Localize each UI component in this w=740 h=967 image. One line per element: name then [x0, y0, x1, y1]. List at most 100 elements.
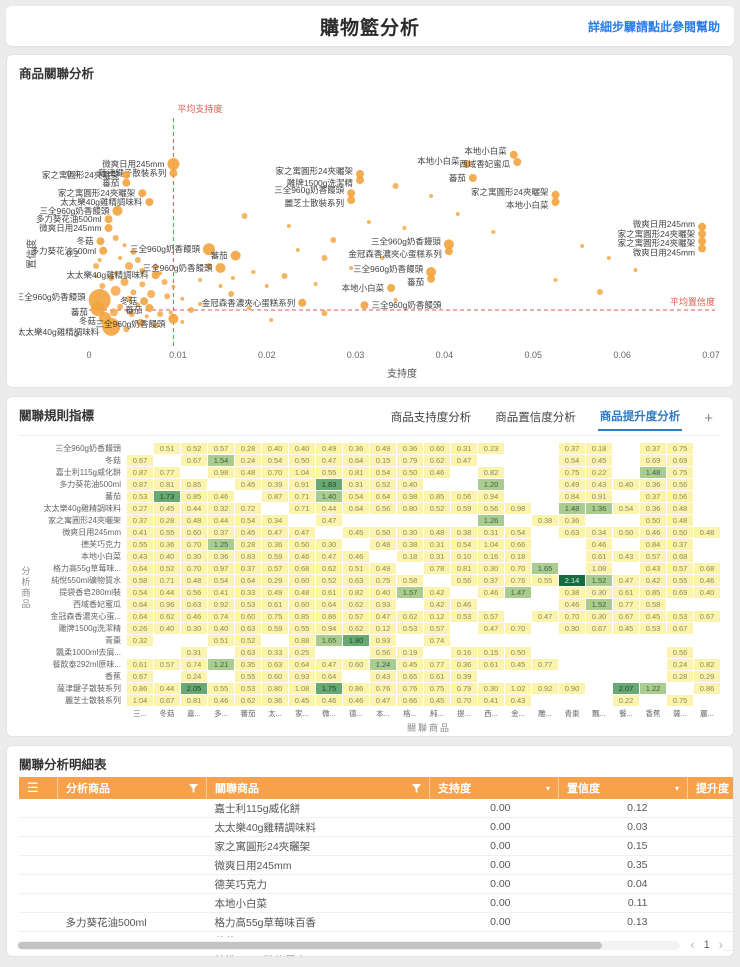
heatmap-cell[interactable]: 0.47	[612, 574, 640, 587]
heatmap-cell[interactable]	[477, 670, 505, 683]
heatmap-cell[interactable]	[639, 634, 667, 647]
heatmap-cell[interactable]: 0.29	[261, 574, 289, 587]
heatmap-cell[interactable]: 0.50	[288, 454, 316, 467]
scatter-point[interactable]	[112, 235, 119, 241]
heatmap-cell[interactable]: 0.62	[153, 610, 181, 623]
heatmap-cell[interactable]: 1.83	[315, 478, 343, 491]
heatmap-cell[interactable]: 0.57	[207, 442, 235, 455]
heatmap-cell[interactable]	[504, 670, 532, 683]
filter-icon[interactable]	[189, 783, 198, 793]
heatmap-cell[interactable]: 0.30	[315, 538, 343, 551]
heatmap-cell[interactable]: 0.62	[396, 610, 424, 623]
scatter-point[interactable]	[122, 178, 131, 187]
heatmap-cell[interactable]: 0.56	[369, 502, 397, 515]
scatter-point[interactable]	[171, 284, 176, 289]
heatmap-cell[interactable]: 0.46	[342, 550, 370, 563]
heatmap-cell[interactable]: 0.82	[477, 466, 505, 479]
scatter-point[interactable]	[393, 298, 398, 302]
heatmap-cell[interactable]: 0.66	[396, 694, 424, 707]
heatmap-cell[interactable]: 0.85	[288, 610, 316, 623]
heatmap-cell[interactable]	[288, 514, 316, 527]
scatter-point[interactable]	[180, 296, 185, 301]
next-page-button[interactable]: ›	[718, 937, 723, 952]
heatmap-cell[interactable]: 0.37	[558, 442, 586, 455]
heatmap-cell[interactable]: 0.45	[639, 610, 667, 623]
scatter-point[interactable]	[144, 314, 149, 319]
heatmap-cell[interactable]: 0.45	[504, 658, 532, 671]
heatmap-cell[interactable]: 0.71	[153, 574, 181, 587]
heatmap-cell[interactable]: 1.52	[585, 598, 613, 611]
scatter-point[interactable]	[698, 237, 707, 246]
heatmap-cell[interactable]: 0.61	[126, 658, 154, 671]
heatmap-cell[interactable]: 0.30	[477, 562, 505, 575]
scatter-point[interactable]	[139, 267, 146, 274]
prev-page-button[interactable]: ‹	[690, 937, 695, 952]
heatmap-cell[interactable]: 0.38	[396, 538, 424, 551]
heatmap-cell[interactable]: 0.70	[261, 466, 289, 479]
menu-icon[interactable]: ☰	[27, 780, 39, 795]
heatmap-cell[interactable]: 0.56	[666, 478, 694, 491]
heatmap-cell[interactable]	[315, 526, 343, 539]
heatmap-cell[interactable]: 1.08	[288, 682, 316, 695]
heatmap-cell[interactable]: 2.07	[612, 682, 640, 695]
heatmap-cell[interactable]: 0.47	[477, 622, 505, 635]
heatmap-cell[interactable]: 0.54	[234, 514, 262, 527]
heatmap-cell[interactable]	[693, 466, 721, 479]
heatmap-cell[interactable]: 0.64	[126, 598, 154, 611]
heatmap-cell[interactable]: 0.15	[477, 646, 505, 659]
heatmap-cell[interactable]: 0.68	[693, 562, 721, 575]
heatmap-cell[interactable]: 0.46	[477, 586, 505, 599]
heatmap-cell[interactable]: 0.45	[423, 694, 451, 707]
heatmap-cell[interactable]: 0.63	[234, 646, 262, 659]
scatter-point[interactable]	[134, 257, 141, 263]
scatter-point[interactable]	[108, 275, 115, 281]
heatmap-cell[interactable]: 0.71	[288, 490, 316, 503]
heatmap-cell[interactable]	[207, 646, 235, 659]
heatmap-cell[interactable]: 0.57	[153, 658, 181, 671]
heatmap-cell[interactable]: 0.30	[180, 622, 208, 635]
heatmap-cell[interactable]: 0.54	[369, 466, 397, 479]
heatmap-cell[interactable]: 0.56	[477, 502, 505, 515]
heatmap-cell[interactable]: 0.64	[315, 598, 343, 611]
heatmap-cell[interactable]: 0.41	[126, 526, 154, 539]
heatmap-cell[interactable]: 0.18	[585, 442, 613, 455]
heatmap-cell[interactable]: 0.36	[261, 694, 289, 707]
heatmap-cell[interactable]: 0.60	[180, 526, 208, 539]
heatmap-cell[interactable]	[504, 490, 532, 503]
heatmap-cell[interactable]: 0.36	[153, 538, 181, 551]
heatmap-cell[interactable]: 0.74	[207, 610, 235, 623]
heatmap-cell[interactable]	[612, 490, 640, 503]
heatmap-cell[interactable]: 0.51	[207, 634, 235, 647]
heatmap-cell[interactable]: 0.60	[288, 574, 316, 587]
scatter-point[interactable]	[136, 318, 145, 327]
scatter-point[interactable]	[113, 271, 118, 276]
scatter-point[interactable]	[468, 174, 477, 182]
heatmap-cell[interactable]: 0.38	[531, 514, 559, 527]
heatmap-cell[interactable]: 0.55	[531, 574, 559, 587]
heatmap-cell[interactable]: 0.70	[558, 610, 586, 623]
heatmap-cell[interactable]: 1.65	[315, 634, 343, 647]
scatter-point[interactable]	[90, 302, 105, 317]
heatmap-cell[interactable]	[342, 514, 370, 527]
heatmap-cell[interactable]: 0.76	[369, 682, 397, 695]
heatmap-cell[interactable]: 0.81	[450, 562, 478, 575]
heatmap-cell[interactable]: 0.30	[477, 682, 505, 695]
scatter-point[interactable]	[147, 290, 156, 298]
scatter-point[interactable]	[124, 262, 133, 270]
heatmap-cell[interactable]: 0.55	[153, 526, 181, 539]
heatmap-cell[interactable]: 0.36	[450, 658, 478, 671]
heatmap-cell[interactable]: 0.37	[126, 514, 154, 527]
heatmap-cell[interactable]	[504, 442, 532, 455]
heatmap-cell[interactable]: 0.32	[207, 502, 235, 515]
scatter-point[interactable]	[402, 226, 407, 230]
heatmap-cell[interactable]: 0.46	[180, 610, 208, 623]
scatter-point[interactable]	[139, 281, 146, 288]
heatmap-cell[interactable]: 0.85	[639, 586, 667, 599]
heatmap-cell[interactable]	[558, 646, 586, 659]
heatmap-cell[interactable]: 2.14	[558, 574, 586, 587]
heatmap-cell[interactable]: 0.48	[180, 574, 208, 587]
heatmap-cell[interactable]	[153, 634, 181, 647]
